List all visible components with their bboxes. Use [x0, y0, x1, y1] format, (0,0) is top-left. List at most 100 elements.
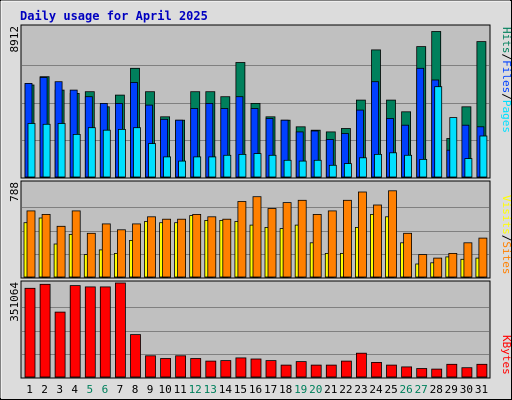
visits-legend: Visits/Sites: [500, 195, 512, 275]
x-axis-label-day-28: 28: [430, 383, 443, 396]
x-axis-label-day-22: 22: [339, 383, 352, 396]
hits-bar-pages-day-5: [87, 127, 96, 178]
kbytes-bar-kbytes-day-2: [39, 283, 51, 378]
visits-bar-sites-day-27: [418, 254, 428, 278]
kbytes-bar-kbytes-day-19: [295, 361, 307, 378]
hits-legend-item-0: Hits: [500, 27, 512, 54]
kbytes-bar-kbytes-day-10: [160, 358, 172, 378]
hits-bar-pages-day-15: [238, 153, 247, 178]
x-axis-labels: 1 2 3 4 5 6 7 8 9 10 11 12 13 14 15 16 17 18 19 20 21 22 23 24 2…: [26, 383, 488, 396]
hits-bar-pages-day-14: [223, 154, 232, 178]
visits-bar-sites-day-19: [297, 199, 307, 278]
kbytes-bar-kbytes-day-22: [340, 360, 352, 378]
hits-panel-max-label: 8912: [8, 26, 21, 53]
visits-bar-sites-day-11: [177, 218, 187, 278]
kbytes-bar-kbytes-day-14: [220, 360, 232, 378]
x-axis-label-day-12: 12: [189, 383, 202, 396]
visits-legend-item-1: /: [500, 235, 512, 242]
hits-bar-pages-day-25: [389, 152, 397, 178]
visits-bar-sites-day-22: [342, 199, 352, 278]
x-axis-label-day-2: 2: [41, 383, 48, 396]
kbytes-bar-kbytes-day-3: [54, 311, 66, 378]
kbytes-bar-kbytes-day-21: [325, 364, 337, 378]
kbytes-bar-kbytes-day-29: [446, 363, 458, 378]
hits-bar-pages-day-2: [42, 123, 51, 178]
hits-bar-pages-day-19: [298, 160, 307, 178]
hits-bar-pages-day-1: [27, 123, 36, 178]
x-axis-label-day-21: 21: [324, 383, 337, 396]
kbytes-bar-kbytes-day-28: [431, 368, 443, 378]
visits-bar-sites-day-26: [403, 232, 413, 278]
kbytes-bar-kbytes-day-26: [401, 366, 413, 378]
kbytes-bar-kbytes-day-7: [115, 282, 126, 378]
kbytes-bar-kbytes-day-9: [145, 355, 156, 378]
hits-legend-item-3: /: [500, 93, 512, 100]
visits-bar-sites-day-8: [132, 223, 141, 278]
x-axis-label-day-25: 25: [384, 383, 397, 396]
kbytes-bar-kbytes-day-8: [130, 334, 141, 378]
kbytes-bar-kbytes-day-31: [476, 363, 488, 378]
visits-bar-sites-day-18: [282, 202, 292, 278]
hits-bar-pages-day-13: [208, 156, 217, 178]
kbytes-bar-kbytes-day-11: [175, 355, 187, 378]
hits-bar-pages-day-21: [328, 164, 337, 178]
x-axis-label-day-18: 18: [279, 383, 292, 396]
hits-legend-item-4: Pages: [500, 100, 512, 133]
visits-bar-sites-day-14: [222, 218, 232, 278]
kbytes-bar-kbytes-day-4: [69, 285, 81, 378]
hits-bar-pages-day-28: [434, 86, 443, 178]
hits-bar-pages-day-8: [133, 127, 141, 178]
x-axis-label-day-14: 14: [219, 383, 233, 396]
visits-bar-sites-day-15: [237, 201, 247, 278]
hits-bar-pages-day-23: [358, 157, 367, 178]
visits-bar-sites-day-10: [162, 218, 172, 278]
visits-bar-sites-day-12: [192, 213, 202, 278]
kbytes-bar-kbytes-day-18: [280, 364, 292, 378]
hits-bar-pages-day-4: [72, 133, 81, 178]
hits-bar-pages-day-31: [479, 135, 488, 178]
x-axis-label-day-6: 6: [102, 383, 109, 396]
x-axis-label-day-29: 29: [445, 383, 458, 396]
visits-bar-sites-day-6: [101, 223, 111, 278]
kbytes-bar-kbytes-day-17: [265, 360, 277, 378]
kbytes-bar-kbytes-day-1: [24, 287, 36, 378]
kbytes-bar-kbytes-day-6: [99, 286, 111, 378]
visits-bar-sites-day-23: [357, 191, 367, 278]
x-axis-label-day-13: 13: [204, 383, 217, 396]
x-axis-label-day-24: 24: [369, 383, 383, 396]
x-axis-label-day-23: 23: [354, 383, 367, 396]
x-axis-label-day-15: 15: [234, 383, 247, 396]
x-axis-label-day-8: 8: [132, 383, 139, 396]
hits-bar-pages-day-9: [148, 143, 156, 178]
visits-bar-sites-day-2: [41, 213, 51, 278]
hits-bar-pages-day-24: [374, 153, 382, 178]
x-axis-label-day-10: 10: [158, 383, 171, 396]
hits-bar-pages-day-29: [449, 117, 458, 178]
visits-bar-sites-day-1: [26, 210, 36, 278]
x-axis-label-day-4: 4: [71, 383, 78, 396]
kbytes-bar-kbytes-day-12: [190, 358, 202, 378]
kbytes-legend: KBytes: [500, 335, 512, 375]
visits-bar-sites-day-29: [448, 252, 458, 278]
visits-legend-item-0: Visits: [500, 195, 512, 235]
x-axis-label-day-16: 16: [249, 383, 262, 396]
x-axis-label-day-1: 1: [26, 383, 33, 396]
visits-bar-sites-day-9: [147, 216, 156, 278]
visits-bar-sites-day-31: [478, 237, 488, 278]
x-axis-label-day-30: 30: [460, 383, 473, 396]
hits-bar-pages-day-6: [102, 129, 111, 178]
visits-bar-sites-day-3: [56, 225, 66, 278]
visits-bar-sites-day-13: [207, 216, 217, 278]
hits-bar-pages-day-26: [404, 154, 413, 178]
x-axis-label-day-17: 17: [264, 383, 277, 396]
visits-bar-sites-day-20: [312, 213, 322, 278]
hits-bar-pages-day-17: [268, 154, 277, 178]
x-axis-label-day-19: 19: [294, 383, 307, 396]
x-axis-label-day-3: 3: [56, 383, 63, 396]
x-axis-label-day-9: 9: [147, 383, 154, 396]
kbytes-bar-kbytes-day-15: [235, 357, 247, 378]
hits-bar-pages-day-11: [178, 160, 187, 178]
visits-bar-sites-day-7: [117, 229, 126, 278]
